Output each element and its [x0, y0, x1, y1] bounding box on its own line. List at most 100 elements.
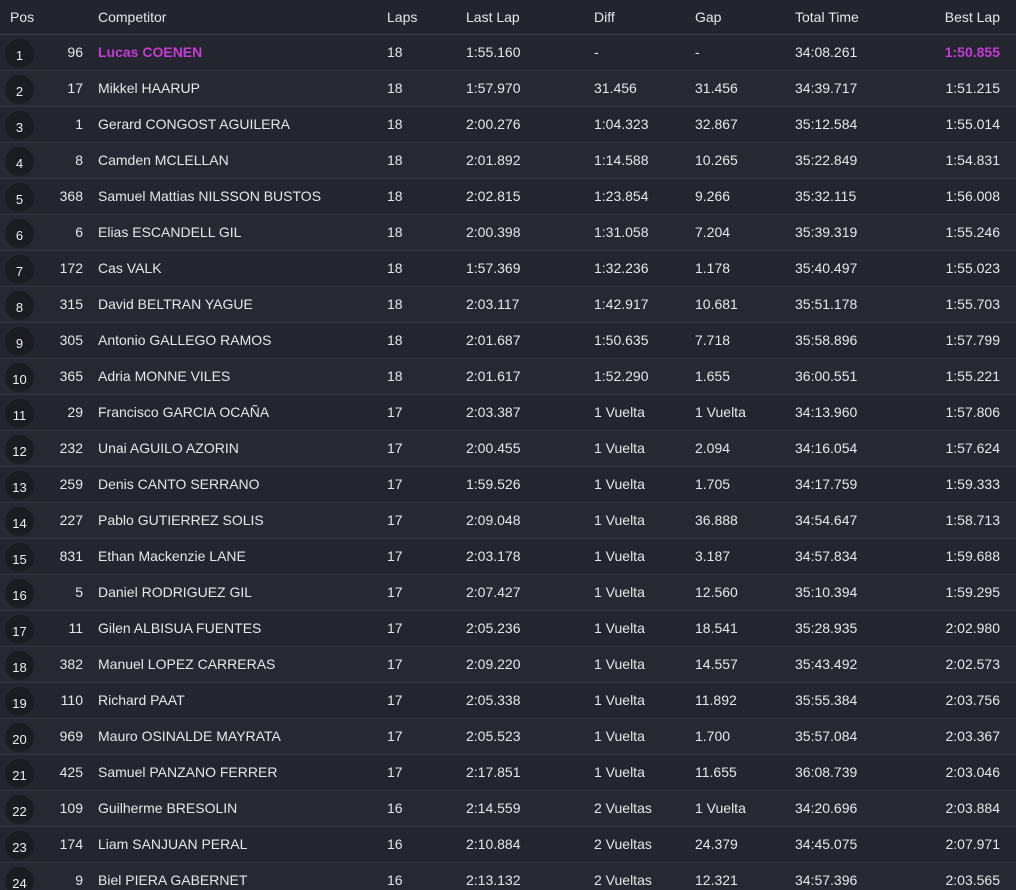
table-row[interactable]: 8 315 David BELTRAN YAGUE 18 2:03.117 1:42.91… [0, 287, 1016, 323]
position-badge: 24 [5, 867, 34, 890]
total-time: 34:20.696 [795, 800, 858, 816]
gap-value: 7.204 [695, 224, 731, 240]
table-row[interactable]: 2 17 Mikkel HAARUP 18 1:57.970 31.456 31.456 34… [0, 71, 1016, 107]
header-diff[interactable]: Diff [594, 9, 615, 25]
gap-value: 11.655 [695, 764, 737, 780]
diff-value: 2 Vueltas [594, 836, 652, 852]
competitor-name: Denis CANTO SERRANO [98, 476, 260, 492]
best-lap-time: 2:02.980 [945, 620, 1001, 636]
total-time: 34:17.759 [795, 476, 858, 492]
table-row[interactable]: 1 96 Lucas COENEN 18 1:55.160 - - 34:08.261 1:50… [0, 35, 1016, 71]
total-time: 35:57.084 [795, 728, 858, 744]
best-lap-time: 2:03.046 [945, 764, 1001, 780]
bib-number: 831 [59, 548, 83, 564]
bib-number: 109 [59, 800, 83, 816]
header-laps[interactable]: Laps [387, 9, 418, 25]
gap-value: 32.867 [695, 116, 738, 132]
laps-count: 17 [387, 764, 403, 780]
header-total-time[interactable]: Total Time [795, 9, 859, 25]
bib-number: 1 [75, 116, 83, 132]
diff-value: 1 Vuelta [594, 764, 645, 780]
laps-count: 17 [387, 692, 403, 708]
table-row[interactable]: 16 5 Daniel RODRIGUEZ GIL 17 2:07.427 1 Vuelt… [0, 575, 1016, 611]
laps-count: 17 [387, 584, 403, 600]
gap-value: 18.541 [695, 620, 738, 636]
total-time: 35:12.584 [795, 116, 858, 132]
table-row[interactable]: 24 9 Biel PIERA GABERNET 16 2:13.132 2 Vuelta… [0, 863, 1016, 890]
table-row[interactable]: 15 831 Ethan Mackenzie LANE 17 2:03.178 1 Vue… [0, 539, 1016, 575]
position-badge: 1 [5, 39, 34, 68]
last-lap-time: 2:05.523 [466, 728, 521, 744]
best-lap-time: 1:55.221 [945, 368, 1001, 384]
bib-number: 29 [67, 404, 83, 420]
header-best-lap[interactable]: Best Lap [944, 9, 1000, 25]
gap-value: 9.266 [695, 188, 731, 204]
best-lap-time: 1:50.855 [944, 44, 1000, 60]
table-row[interactable]: 20 969 Mauro OSINALDE MAYRATA 17 2:05.523 1 V… [0, 719, 1016, 755]
table-row[interactable]: 17 11 Gilen ALBISUA FUENTES 17 2:05.236 1 Vue… [0, 611, 1016, 647]
total-time: 35:28.935 [795, 620, 858, 636]
table-row[interactable]: 23 174 Liam SANJUAN PERAL 16 2:10.884 2 Vuelt… [0, 827, 1016, 863]
table-row[interactable]: 14 227 Pablo GUTIERREZ SOLIS 17 2:09.048 1 Vu… [0, 503, 1016, 539]
competitor-name: David BELTRAN YAGUE [98, 296, 253, 312]
competitor-name: Mauro OSINALDE MAYRATA [98, 728, 281, 744]
competitor-name: Ethan Mackenzie LANE [98, 548, 246, 564]
last-lap-time: 1:57.970 [466, 80, 521, 96]
table-row[interactable]: 5 368 Samuel Mattias NILSSON BUSTOS 18 2:02.… [0, 179, 1016, 215]
position-badge: 5 [5, 183, 34, 212]
table-row[interactable]: 3 1 Gerard CONGOST AGUILERA 18 2:00.276 1:04.… [0, 107, 1016, 143]
diff-value: 1 Vuelta [594, 620, 645, 636]
laps-count: 16 [387, 872, 403, 888]
table-row[interactable]: 22 109 Guilherme BRESOLIN 16 2:14.559 2 Vuelt… [0, 791, 1016, 827]
gap-value: 2.094 [695, 440, 731, 456]
table-header: Pos Competitor Laps Last Lap Diff Gap To… [0, 0, 1016, 35]
bib-number: 259 [59, 476, 83, 492]
header-last-lap[interactable]: Last Lap [466, 9, 520, 25]
header-competitor[interactable]: Competitor [98, 9, 167, 25]
header-pos[interactable]: Pos [10, 9, 35, 25]
position-badge: 20 [5, 723, 34, 752]
table-row[interactable]: 9 305 Antonio GALLEGO RAMOS 18 2:01.687 1:50.… [0, 323, 1016, 359]
diff-value: 1:04.323 [594, 116, 649, 132]
gap-value: 1 Vuelta [695, 800, 746, 816]
table-row[interactable]: 21 425 Samuel PANZANO FERRER 17 2:17.851 1 Vu… [0, 755, 1016, 791]
competitor-name: Elias ESCANDELL GIL [98, 224, 242, 240]
laps-count: 18 [387, 152, 403, 168]
best-lap-time: 2:03.367 [945, 728, 1001, 744]
gap-value: 1.178 [695, 260, 731, 276]
diff-value: 1 Vuelta [594, 440, 645, 456]
table-row[interactable]: 11 29 Francisco GARCIA OCAÑA 17 2:03.387 1 Vu… [0, 395, 1016, 431]
table-row[interactable]: 6 6 Elias ESCANDELL GIL 18 2:00.398 1:31.058 7… [0, 215, 1016, 251]
laps-count: 17 [387, 440, 403, 456]
header-gap[interactable]: Gap [695, 9, 722, 25]
best-lap-time: 1:59.688 [945, 548, 1001, 564]
last-lap-time: 2:14.559 [466, 800, 521, 816]
diff-value: 1:42.917 [594, 296, 649, 312]
best-lap-time: 2:03.884 [945, 800, 1001, 816]
table-row[interactable]: 19 110 Richard PAAT 17 2:05.338 1 Vuelta 11.89… [0, 683, 1016, 719]
table-row[interactable]: 18 382 Manuel LOPEZ CARRERAS 17 2:09.220 1 Vu… [0, 647, 1016, 683]
best-lap-time: 2:07.971 [945, 836, 1001, 852]
position-badge: 19 [5, 687, 34, 716]
last-lap-time: 2:00.276 [466, 116, 521, 132]
gap-value: 1 Vuelta [695, 404, 746, 420]
total-time: 35:22.849 [795, 152, 858, 168]
total-time: 35:55.384 [795, 692, 858, 708]
position-badge: 18 [5, 651, 34, 680]
laps-count: 18 [387, 44, 403, 60]
table-row[interactable]: 13 259 Denis CANTO SERRANO 17 1:59.526 1 Vuel… [0, 467, 1016, 503]
last-lap-time: 2:05.236 [466, 620, 521, 636]
total-time: 35:10.394 [795, 584, 858, 600]
competitor-name: Samuel PANZANO FERRER [98, 764, 278, 780]
total-time: 34:39.717 [795, 80, 858, 96]
table-row[interactable]: 7 172 Cas VALK 18 1:57.369 1:32.236 1.178 35:40… [0, 251, 1016, 287]
gap-value: 31.456 [695, 80, 738, 96]
best-lap-time: 1:59.333 [945, 476, 1001, 492]
table-row[interactable]: 4 8 Camden MCLELLAN 18 2:01.892 1:14.588 10.26… [0, 143, 1016, 179]
table-row[interactable]: 10 365 Adria MONNE VILES 18 2:01.617 1:52.290… [0, 359, 1016, 395]
total-time: 35:40.497 [795, 260, 858, 276]
best-lap-time: 1:56.008 [945, 188, 1001, 204]
bib-number: 172 [59, 260, 83, 276]
table-row[interactable]: 12 232 Unai AGUILO AZORIN 17 2:00.455 1 Vuelt… [0, 431, 1016, 467]
total-time: 35:58.896 [795, 332, 858, 348]
